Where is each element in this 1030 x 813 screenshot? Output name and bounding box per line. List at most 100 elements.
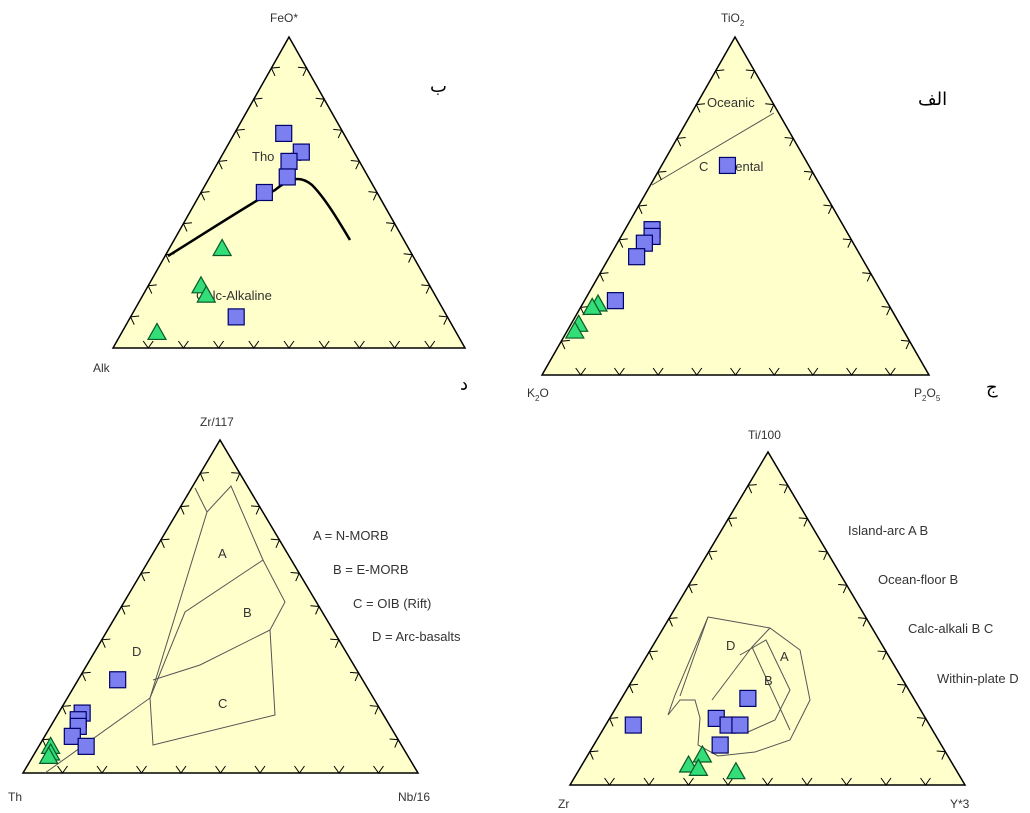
tick-mark <box>369 705 380 715</box>
panel-th-zr-nb: Zr/117 Th Nb/16 A B C D A = N-MORB B = E… <box>8 374 468 804</box>
tick-mark <box>254 765 266 774</box>
square-marker <box>63 727 81 745</box>
field-label-c: C <box>699 159 708 174</box>
panel-tio2: TiO2 K2O P2O5 Oceanic C nental الف <box>527 11 947 403</box>
tick-mark <box>142 340 154 349</box>
data-markers <box>38 671 127 764</box>
tick-mark <box>779 484 789 494</box>
legend-line-a: A = N-MORB <box>313 528 389 543</box>
tick-mark <box>215 765 226 774</box>
tick-mark <box>846 367 858 376</box>
tick-mark <box>691 367 703 376</box>
tick-mark <box>160 538 170 548</box>
tick-mark <box>727 517 738 527</box>
tick-mark <box>120 605 131 615</box>
tick-mark <box>841 777 852 786</box>
tick-mark <box>747 484 757 494</box>
tick-mark <box>722 777 734 786</box>
tick-mark <box>424 340 436 349</box>
tick-mark <box>199 472 209 482</box>
tick-mark <box>297 66 308 77</box>
field-label-oceanic: Oceanic <box>707 95 755 110</box>
square-marker <box>280 152 298 170</box>
tick-mark <box>129 315 140 325</box>
vertex-right-label: Y*3 <box>950 797 970 811</box>
tick-mark <box>217 159 228 170</box>
tick-mark <box>707 550 718 560</box>
tick-mark <box>253 97 263 108</box>
triangle-marker <box>582 297 603 315</box>
tick-mark <box>270 538 281 548</box>
triangle-marker <box>692 744 713 763</box>
tick-mark <box>807 367 819 376</box>
tick-mark <box>283 340 295 349</box>
tick-mark <box>349 671 360 682</box>
field-boundary-b2 <box>711 646 753 701</box>
tick-mark <box>310 605 320 615</box>
tick-mark <box>57 765 68 774</box>
tick-mark <box>877 650 887 660</box>
tick-mark <box>765 103 775 113</box>
field-label-nental: nental <box>728 159 764 174</box>
vertex-top-label: FeO* <box>270 11 298 25</box>
field-label-tho: Tho <box>252 149 274 164</box>
tick-mark <box>803 170 814 181</box>
legend-line-b: B = E-MORB <box>333 562 409 577</box>
vertex-right-label: Nb/16 <box>398 790 430 804</box>
tick-mark <box>179 505 190 515</box>
tick-mark <box>368 191 378 201</box>
legend-ocean-floor: Ocean-floor B <box>878 572 958 587</box>
field-label-calc-alkaline: Calc-Alkaline <box>196 288 272 303</box>
square-marker <box>255 183 273 202</box>
tick-mark <box>177 340 189 349</box>
vertex-left-label: Alk <box>93 361 111 375</box>
square-marker <box>731 716 749 734</box>
tick-mark <box>900 339 911 350</box>
panel-letter-dal: د <box>460 374 468 395</box>
square-marker <box>275 124 293 143</box>
field-boundary-a-b <box>751 627 771 648</box>
tick-mark <box>353 340 365 349</box>
vertex-left-label: Th <box>8 790 22 804</box>
ternary-frame <box>568 450 967 786</box>
tick-mark <box>745 69 756 79</box>
square-marker <box>711 736 729 754</box>
tick-mark <box>315 97 325 108</box>
square-marker <box>227 308 245 326</box>
tick-mark <box>798 517 809 527</box>
field-boundary-b <box>751 646 791 731</box>
vertex-top-label: Zr/117 <box>200 415 234 429</box>
tick-mark <box>373 765 384 774</box>
ternary-frame <box>540 35 931 376</box>
field-boundary-inner <box>739 639 791 733</box>
vertex-top-label: TiO2 <box>721 11 745 28</box>
tick-mark <box>294 765 305 774</box>
ternary-ticks <box>589 484 947 786</box>
panel-letter-be: ب <box>430 76 447 97</box>
field-label-a: A <box>780 649 789 664</box>
tick-mark <box>575 367 587 376</box>
tick-mark <box>881 306 891 316</box>
tick-mark <box>333 765 345 774</box>
tick-mark <box>714 69 725 79</box>
tick-mark <box>147 284 157 294</box>
tick-mark <box>643 777 655 786</box>
tick-mark <box>768 367 780 376</box>
tick-mark <box>604 777 615 786</box>
tick-mark <box>182 222 193 232</box>
tick-mark <box>318 340 330 349</box>
ternary-ticks <box>41 472 399 774</box>
triangle-marker <box>212 238 233 257</box>
tick-mark <box>628 683 639 694</box>
legend-calc-alkali: Calc-alkali B C <box>908 621 993 636</box>
ternary-ticks <box>129 66 449 349</box>
square-marker <box>739 689 757 708</box>
tick-mark <box>838 583 848 594</box>
tick-mark <box>403 253 413 263</box>
vertex-left-label: Zr <box>558 797 569 811</box>
vertex-right-label: P2O5 <box>914 386 941 403</box>
tick-mark <box>648 650 658 660</box>
tick-mark <box>385 222 396 232</box>
triangle-marker <box>146 322 168 341</box>
tick-mark <box>41 738 52 748</box>
